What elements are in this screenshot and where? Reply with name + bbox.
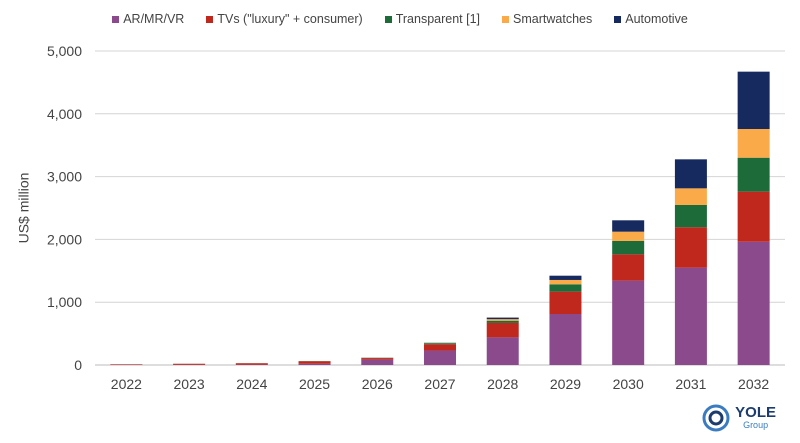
bar-segment: [424, 350, 456, 365]
bar-segment: [612, 280, 645, 365]
logo-sub: Group: [743, 420, 769, 430]
legend-item: TVs ("luxury" + consumer): [206, 12, 363, 26]
bar-segment: [737, 71, 770, 129]
legend-swatch: [502, 15, 510, 23]
bar-segment: [110, 364, 143, 365]
bar-segment: [424, 344, 456, 351]
bar-segment: [737, 241, 770, 365]
x-tick-label: 2022: [111, 376, 142, 392]
bar-segment: [173, 363, 206, 365]
legend: AR/MR/VR TVs ("luxury" + consumer) Transpa…: [0, 12, 800, 26]
bar-segment: [674, 204, 707, 228]
legend-item: Transparent [1]: [384, 12, 481, 26]
y-tick-label: 5,000: [47, 43, 82, 59]
x-tick-label: 2031: [675, 376, 706, 392]
legend-swatch: [112, 15, 120, 23]
y-axis-label: US$ million: [15, 172, 32, 244]
bar-segment: [298, 363, 331, 365]
bar-segment: [549, 314, 582, 365]
bar-segment: [612, 240, 645, 255]
bar-segment: [361, 358, 394, 360]
x-tick-label: 2025: [299, 376, 330, 392]
y-tick-label: 1,000: [47, 294, 82, 310]
x-tick-label: 2026: [362, 376, 393, 392]
bar-segment: [486, 317, 519, 320]
x-tick-label: 2024: [236, 376, 267, 392]
legend-swatch: [614, 15, 622, 23]
bar-segment: [424, 343, 456, 345]
legend-item: Smartwatches: [502, 12, 592, 26]
legend-swatch: [206, 15, 214, 23]
bar-segment: [549, 284, 582, 292]
logo-name: YOLE: [735, 404, 776, 421]
bar-segment: [361, 359, 394, 365]
bar-segment: [486, 322, 519, 338]
x-tick-label: 2029: [550, 376, 581, 392]
bar-segment: [737, 157, 770, 192]
legend-label: Smartwatches: [513, 12, 593, 26]
legend-item: AR/MR/VR: [112, 12, 184, 26]
x-tick-label: 2027: [424, 376, 455, 392]
bar-segment: [674, 159, 707, 189]
bar-segment: [674, 267, 707, 365]
legend-label: Transparent [1]: [395, 12, 481, 26]
bar-segment: [612, 254, 645, 281]
legend-label: Automotive: [625, 12, 688, 26]
bar-segment: [549, 279, 582, 285]
legend-label: AR/MR/VR: [123, 12, 185, 26]
legend-label: TVs ("luxury" + consumer): [217, 12, 363, 26]
x-tick-label: 2030: [613, 376, 644, 392]
bar-segment: [298, 361, 331, 364]
bar-segment: [674, 188, 707, 205]
x-tick-label: 2028: [487, 376, 518, 392]
bar-segment: [612, 220, 645, 232]
bar-segment: [486, 319, 519, 321]
x-tick-label: 2023: [174, 376, 205, 392]
y-tick-label: 4,000: [47, 106, 82, 122]
bar-segment: [486, 337, 519, 365]
x-tick-label: 2032: [738, 376, 769, 392]
yole-logo: YOLE Group: [701, 403, 776, 433]
bar-segment: [737, 191, 770, 242]
bar-segment: [549, 291, 582, 315]
legend-swatch: [384, 15, 392, 23]
bar-segment: [549, 275, 582, 280]
bar-segment: [235, 363, 268, 365]
bar-segment: [674, 227, 707, 268]
bar-segment: [612, 231, 645, 241]
bar-segment: [737, 128, 770, 158]
y-tick-label: 2,000: [47, 231, 82, 247]
y-tick-label: 0: [74, 357, 82, 373]
y-tick-label: 3,000: [47, 169, 82, 185]
legend-item: Automotive: [614, 12, 688, 26]
yole-logo-icon: [702, 404, 730, 432]
bar-segment: [486, 320, 519, 323]
